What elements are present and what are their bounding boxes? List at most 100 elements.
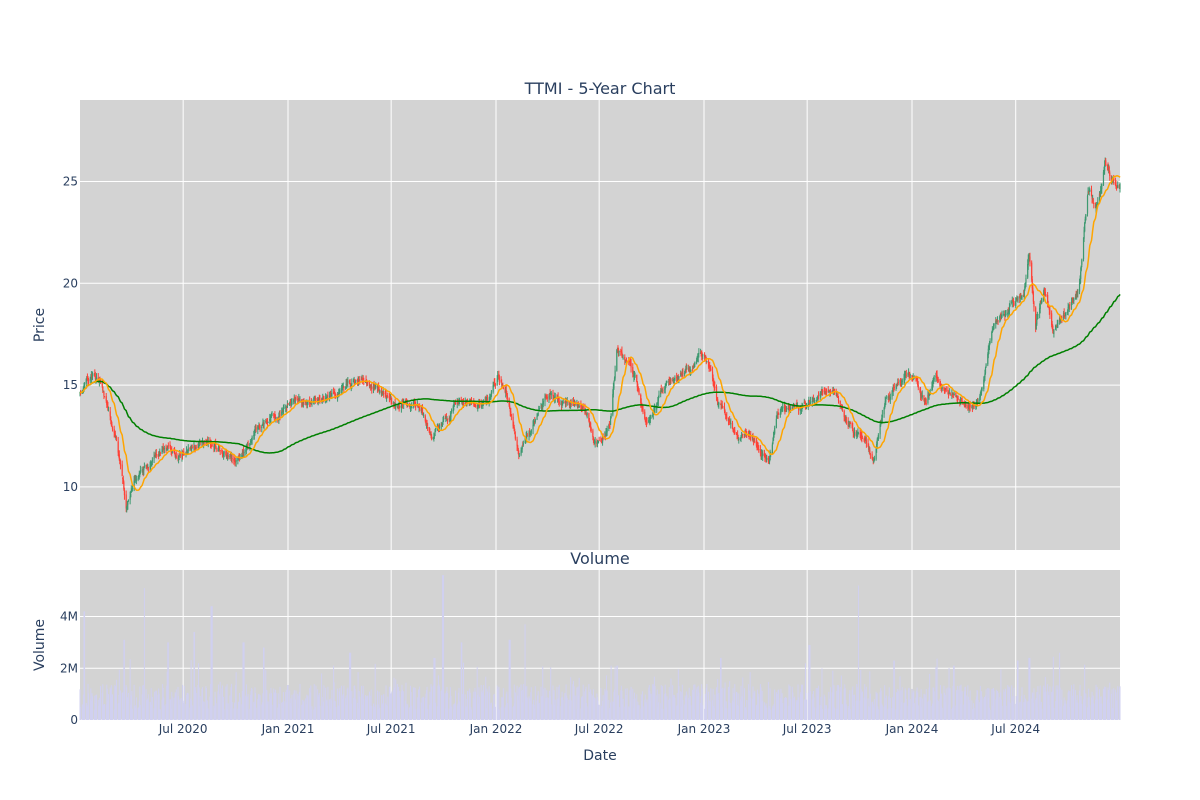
volume-bar xyxy=(86,705,88,720)
volume-bar xyxy=(881,703,883,720)
candle-body xyxy=(775,418,777,428)
volume-bar xyxy=(341,699,343,720)
volume-bar xyxy=(1040,701,1042,720)
candle-body xyxy=(745,432,747,433)
volume-bar xyxy=(1114,689,1116,720)
candle-body xyxy=(449,419,451,421)
volume-bar xyxy=(933,691,935,720)
volume-bar xyxy=(780,688,782,720)
candle-body xyxy=(391,402,393,404)
candle-body xyxy=(666,381,668,383)
candle-body xyxy=(395,405,397,407)
volume-bar xyxy=(698,692,700,720)
candle-body xyxy=(883,407,885,415)
volume-bar xyxy=(190,698,192,720)
volume-bar xyxy=(163,705,165,720)
candle-body xyxy=(287,403,289,405)
candle-body xyxy=(361,379,363,381)
candle-body xyxy=(968,406,970,410)
candle-body xyxy=(772,440,774,444)
volume-bar xyxy=(162,688,164,720)
volume-bar xyxy=(439,686,441,720)
volume-bar xyxy=(887,708,889,720)
candle-body xyxy=(892,388,894,392)
volume-bar xyxy=(624,706,626,720)
candle-body xyxy=(665,381,667,386)
volume-bar xyxy=(182,684,184,720)
volume-bar xyxy=(99,703,101,720)
volume-bar xyxy=(97,699,99,720)
candle-body xyxy=(185,451,187,455)
volume-bar xyxy=(973,703,975,720)
volume-bar xyxy=(716,694,718,720)
candle-body xyxy=(817,396,819,398)
volume-bar xyxy=(310,685,312,720)
candle-body xyxy=(514,434,516,439)
volume-bar xyxy=(924,706,926,720)
candle-body xyxy=(576,403,578,405)
candle-body xyxy=(162,447,164,449)
candle-body xyxy=(983,379,985,389)
volume-bar xyxy=(243,642,245,720)
candle-body xyxy=(245,449,247,451)
candle-body xyxy=(852,430,854,433)
candle-body xyxy=(441,422,444,427)
volume-bar xyxy=(549,690,551,720)
volume-bar xyxy=(485,708,487,720)
volume-bar xyxy=(117,703,119,720)
volume-bar xyxy=(203,701,205,720)
candle-body xyxy=(907,372,910,374)
candle-body xyxy=(697,353,699,358)
volume-bar xyxy=(227,708,229,720)
candle-body xyxy=(750,435,752,438)
volume-bar xyxy=(864,684,866,720)
volume-bar xyxy=(812,694,814,720)
volume-bar xyxy=(745,707,747,720)
volume-bar xyxy=(839,687,841,720)
volume-bar xyxy=(742,677,744,720)
volume-bar xyxy=(893,660,895,720)
volume-bar xyxy=(89,699,91,720)
volume-bar xyxy=(295,690,297,720)
candle-body xyxy=(1009,304,1011,306)
volume-bar xyxy=(636,694,638,720)
volume-bar xyxy=(269,693,271,720)
candle-body xyxy=(784,405,786,410)
candle-body xyxy=(1053,330,1055,335)
candle-body xyxy=(254,429,256,431)
volume-bar xyxy=(680,706,682,720)
candle-body xyxy=(1094,204,1097,208)
volume-bar xyxy=(213,705,215,720)
volume-bar xyxy=(708,707,710,720)
volume-bar xyxy=(147,698,149,720)
x-tick-label: Jul 2024 xyxy=(990,722,1040,736)
volume-bar xyxy=(290,706,292,720)
volume-bar xyxy=(905,699,907,720)
volume-bar xyxy=(1111,689,1113,720)
volume-bar xyxy=(366,695,368,720)
volume-bar xyxy=(973,707,975,720)
volume-bar xyxy=(278,703,280,720)
candle-body xyxy=(1086,195,1089,214)
volume-bar xyxy=(404,700,406,720)
volume-bar xyxy=(684,704,686,720)
volume-bar xyxy=(530,692,532,720)
volume-bar xyxy=(265,670,267,720)
volume-bar xyxy=(565,684,567,720)
candle-body xyxy=(725,415,727,418)
candle-body xyxy=(630,362,632,368)
candle-body xyxy=(118,453,120,455)
candle-body xyxy=(450,410,453,413)
volume-bar xyxy=(653,684,655,720)
volume-bar xyxy=(142,685,144,720)
volume-bar xyxy=(1087,707,1089,720)
volume-y-tick-label: 2M xyxy=(60,661,78,675)
candle-body xyxy=(103,391,105,396)
volume-bar xyxy=(620,685,622,720)
candle-body xyxy=(1012,299,1015,303)
candle-body xyxy=(127,501,129,505)
volume-bar xyxy=(458,687,460,720)
candle-body xyxy=(936,374,938,378)
candle-body xyxy=(789,409,791,411)
volume-bar xyxy=(642,706,644,720)
